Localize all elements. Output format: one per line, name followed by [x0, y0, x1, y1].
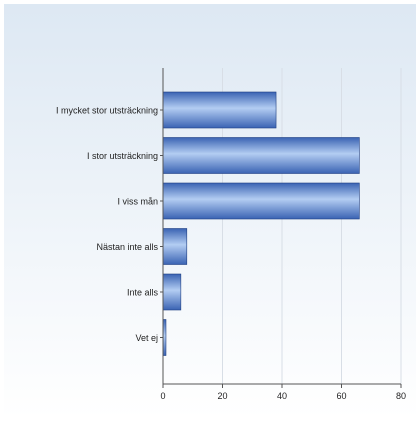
category-label-4: Nästan inte alls: [96, 242, 158, 252]
x-tick-label-80: 80: [396, 391, 406, 401]
category-labels: I mycket stor utsträckning I stor utsträc…: [56, 106, 159, 344]
bar-4: [162, 228, 188, 265]
horizontal-bar-chart: I mycket stor utsträckning I stor utsträc…: [4, 4, 416, 418]
category-label-6: Vet ej: [135, 333, 158, 343]
bars: [162, 91, 360, 356]
chart-panel: I mycket stor utsträckning I stor utsträc…: [4, 4, 416, 418]
x-tick-labels: 0 20 40 60 80: [160, 391, 406, 401]
category-label-2: I stor utsträckning: [87, 151, 158, 161]
category-label-5: Inte alls: [127, 288, 159, 298]
x-tick-label-0: 0: [160, 391, 165, 401]
x-tick-label-60: 60: [336, 391, 346, 401]
bar-2: [162, 137, 360, 174]
bar-1: [162, 91, 277, 129]
axes: [160, 68, 402, 388]
category-label-1: I mycket stor utsträckning: [56, 106, 158, 116]
x-tick-label-40: 40: [277, 391, 287, 401]
x-tick-label-20: 20: [217, 391, 227, 401]
bar-5: [162, 273, 182, 311]
category-label-3: I viss mån: [117, 197, 158, 207]
bar-3: [162, 182, 360, 220]
